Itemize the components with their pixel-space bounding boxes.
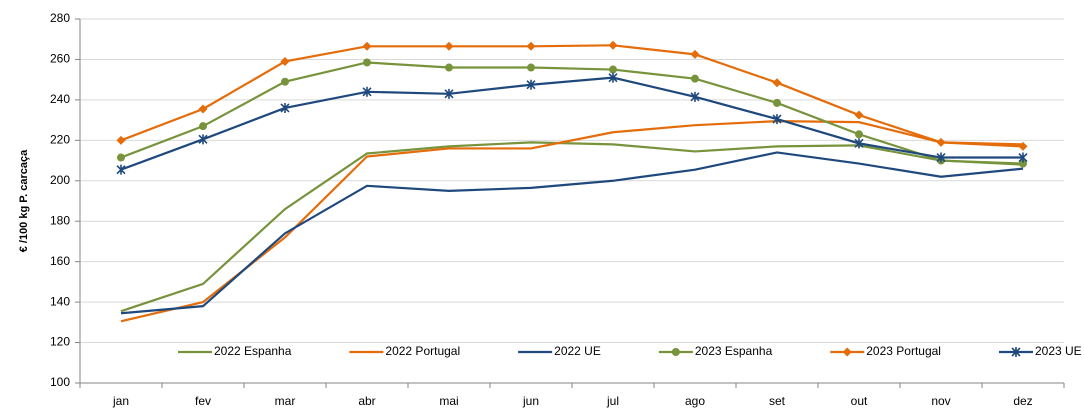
x-tick-label: jan: [112, 394, 129, 408]
y-tick-label: 160: [50, 254, 70, 268]
marker: [526, 41, 536, 51]
y-tick-label: 220: [50, 133, 70, 147]
legend-label: 2022 Portugal: [385, 344, 460, 358]
y-tick-label: 180: [50, 213, 70, 227]
marker: [1019, 159, 1027, 168]
x-tick-label: jul: [606, 394, 619, 408]
legend-label: 2023 Espanha: [695, 344, 773, 358]
series-line: [120, 61, 1024, 165]
x-tick-label: ago: [685, 394, 705, 408]
y-tick-label: 240: [50, 92, 70, 106]
y-tick-label: 280: [50, 11, 70, 25]
series-line: [120, 76, 1023, 171]
y-tick-label: 260: [50, 52, 70, 66]
marker: [691, 74, 699, 83]
marker: [198, 134, 208, 145]
marker: [936, 137, 946, 147]
x-tick-label: jun: [522, 394, 539, 408]
marker: [855, 130, 863, 139]
y-tick-label: 100: [50, 375, 70, 389]
marker: [362, 86, 372, 97]
marker: [854, 110, 864, 120]
marker: [526, 79, 536, 90]
marker: [116, 164, 126, 175]
series-line: [120, 141, 1024, 313]
series-line: [120, 44, 1024, 148]
marker: [772, 114, 782, 125]
legend-label: 2022 UE: [554, 344, 601, 358]
marker: [444, 88, 454, 99]
marker: [198, 104, 208, 114]
x-tick-label: dez: [1013, 394, 1032, 408]
marker: [281, 77, 289, 86]
marker: [1018, 141, 1028, 151]
y-tick-label: 200: [50, 173, 70, 187]
x-tick-label: set: [769, 394, 786, 408]
x-tick-label: abr: [358, 394, 375, 408]
marker: [362, 41, 372, 51]
y-tick-label: 120: [50, 335, 70, 349]
series-line: [120, 120, 1024, 323]
y-axis-label: € /100 kg P. carcaça: [18, 149, 30, 252]
marker: [608, 40, 618, 50]
y-tick-label: 140: [50, 294, 70, 308]
marker: [117, 153, 125, 162]
x-tick-label: mai: [439, 394, 458, 408]
marker: [842, 347, 852, 357]
marker: [854, 138, 864, 149]
marker: [936, 152, 946, 163]
x-tick-label: mar: [275, 394, 296, 408]
marker: [1011, 347, 1021, 357]
x-tick-label: nov: [931, 394, 950, 408]
x-tick-label: fev: [195, 394, 211, 408]
marker: [1018, 152, 1028, 163]
marker: [280, 56, 290, 66]
marker: [609, 65, 617, 74]
legend-label: 2023 UE: [1035, 344, 1082, 358]
series-line: [120, 151, 1024, 315]
marker: [363, 58, 371, 67]
x-tick-label: out: [851, 394, 868, 408]
marker: [280, 102, 290, 113]
marker: [444, 41, 454, 51]
marker: [772, 78, 782, 88]
legend-label: 2022 Espanha: [214, 344, 292, 358]
marker: [608, 72, 618, 83]
marker: [690, 91, 700, 102]
marker: [671, 348, 680, 356]
marker: [116, 135, 126, 145]
marker: [445, 63, 453, 72]
marker: [773, 98, 781, 107]
marker: [690, 49, 700, 59]
legend-label: 2023 Portugal: [866, 344, 941, 358]
marker: [199, 122, 207, 131]
marker: [527, 63, 535, 72]
